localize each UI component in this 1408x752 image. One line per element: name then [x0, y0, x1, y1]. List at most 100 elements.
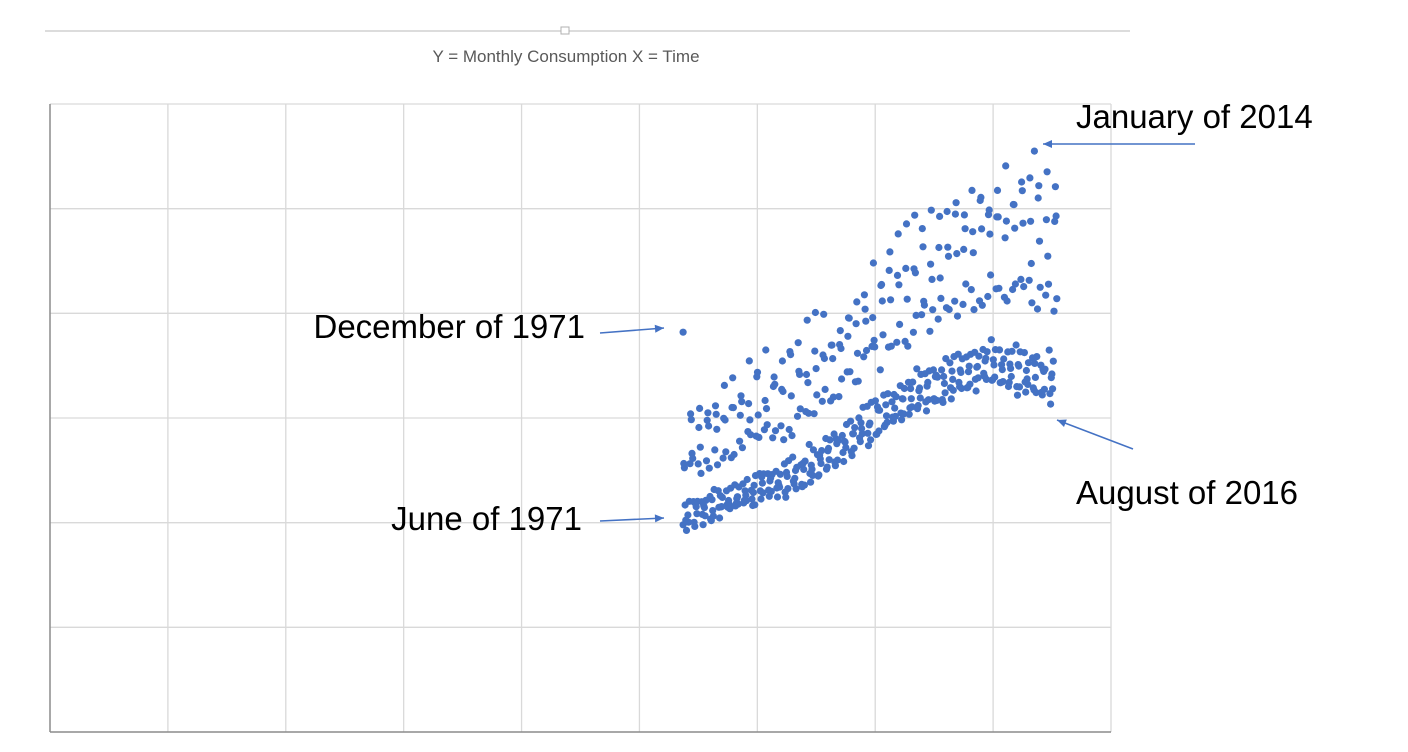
- data-point: [818, 397, 826, 405]
- data-point: [1001, 234, 1009, 242]
- data-point: [891, 412, 900, 420]
- data-point: [801, 457, 809, 465]
- data-point: [1019, 219, 1027, 227]
- data-point: [900, 384, 909, 393]
- data-point: [794, 339, 802, 347]
- data-point: [703, 416, 711, 424]
- data-point: [718, 503, 726, 511]
- data-point: [856, 438, 864, 446]
- data-point: [1032, 389, 1040, 397]
- data-point: [796, 405, 804, 413]
- data-point: [999, 378, 1007, 386]
- data-point: [961, 225, 969, 233]
- data-point: [933, 373, 942, 381]
- data-point: [990, 361, 998, 369]
- data-point: [700, 504, 709, 512]
- data-point: [1035, 182, 1043, 190]
- data-point: [936, 274, 944, 282]
- data-point: [737, 392, 745, 400]
- data-point: [888, 398, 896, 406]
- data-point: [718, 493, 727, 501]
- data-point: [1025, 276, 1033, 284]
- data-point: [691, 522, 699, 531]
- data-point: [885, 266, 893, 274]
- data-point: [771, 427, 780, 435]
- data-point: [1022, 366, 1030, 375]
- data-point: [899, 395, 907, 403]
- data-point: [805, 409, 813, 417]
- data-point: [704, 409, 712, 417]
- data-point: [1044, 280, 1053, 288]
- data-point: [1036, 283, 1044, 291]
- arrowhead-icon: [654, 324, 664, 333]
- data-point: [864, 429, 872, 437]
- data-point: [902, 264, 910, 272]
- data-point: [882, 412, 891, 420]
- data-point: [875, 427, 883, 435]
- data-point: [986, 230, 994, 238]
- data-point: [879, 331, 887, 339]
- data-point: [848, 452, 856, 460]
- data-point: [1034, 194, 1042, 202]
- arrowhead-icon: [654, 514, 664, 523]
- data-point: [777, 422, 785, 430]
- data-point: [1000, 355, 1008, 363]
- data-point: [1015, 383, 1024, 391]
- data-point: [978, 301, 986, 309]
- data-point: [742, 497, 751, 505]
- data-point: [729, 404, 738, 412]
- data-point: [709, 512, 718, 520]
- data-point: [937, 294, 945, 302]
- data-point: [913, 365, 921, 373]
- data-point: [924, 396, 933, 404]
- data-point: [896, 320, 904, 328]
- data-point: [919, 243, 927, 251]
- data-point: [825, 456, 833, 464]
- data-point: [1024, 359, 1033, 367]
- data-point: [767, 487, 775, 495]
- data-point: [957, 368, 965, 376]
- annotation-label: June of 1971: [391, 500, 582, 537]
- data-point: [871, 397, 880, 405]
- data-point: [782, 493, 790, 501]
- data-point: [791, 474, 799, 482]
- data-point: [918, 311, 926, 319]
- data-point: [712, 410, 720, 418]
- data-point: [870, 336, 878, 344]
- data-point: [1003, 297, 1011, 305]
- annotation-arrow-line: [599, 327, 665, 334]
- data-point: [1012, 341, 1020, 349]
- data-point: [954, 350, 962, 358]
- data-point: [720, 381, 729, 389]
- data-point: [939, 398, 947, 406]
- data-point: [929, 366, 938, 374]
- data-point: [805, 440, 813, 449]
- data-point: [682, 526, 691, 535]
- data-point: [1033, 305, 1042, 313]
- data-point: [838, 431, 846, 440]
- data-point: [697, 469, 705, 477]
- data-point: [1007, 364, 1015, 372]
- data-point: [907, 395, 915, 403]
- data-point: [883, 418, 891, 426]
- data-point: [861, 305, 869, 313]
- data-point: [860, 353, 868, 361]
- data-point: [878, 280, 886, 289]
- data-point: [970, 306, 978, 314]
- data-point: [895, 281, 903, 289]
- data-point: [701, 512, 709, 520]
- data-point: [699, 521, 707, 529]
- data-point: [844, 332, 852, 340]
- data-point: [689, 454, 697, 462]
- data-point: [987, 336, 995, 344]
- data-point: [1017, 275, 1025, 283]
- data-point: [746, 416, 754, 424]
- data-point: [920, 301, 929, 309]
- data-point: [784, 485, 792, 493]
- data-point: [966, 380, 974, 388]
- data-point: [708, 496, 716, 504]
- data-point: [927, 206, 935, 214]
- resize-handle[interactable]: [560, 26, 570, 35]
- data-point: [787, 351, 795, 359]
- data-point: [968, 186, 976, 194]
